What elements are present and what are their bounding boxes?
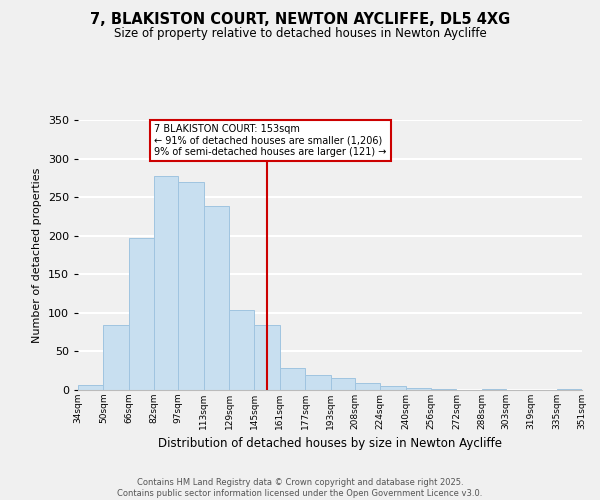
Bar [355,383,380,390]
X-axis label: Distribution of detached houses by size in Newton Aycliffe: Distribution of detached houses by size … [158,438,502,450]
Text: Contains HM Land Registry data © Crown copyright and database right 2025.
Contai: Contains HM Land Registry data © Crown c… [118,478,482,498]
Bar [331,378,355,390]
Bar [203,206,229,390]
Text: Size of property relative to detached houses in Newton Aycliffe: Size of property relative to detached ho… [113,28,487,40]
Bar [557,389,582,390]
Bar [280,368,305,390]
Bar [254,325,280,390]
Bar [78,386,103,390]
Bar [154,176,178,390]
Bar [178,182,203,390]
Bar [129,238,154,390]
Bar [380,386,406,390]
Bar [305,374,331,390]
Y-axis label: Number of detached properties: Number of detached properties [32,168,42,342]
Bar [103,325,129,390]
Text: 7 BLAKISTON COURT: 153sqm
← 91% of detached houses are smaller (1,206)
9% of sem: 7 BLAKISTON COURT: 153sqm ← 91% of detac… [154,124,386,157]
Text: 7, BLAKISTON COURT, NEWTON AYCLIFFE, DL5 4XG: 7, BLAKISTON COURT, NEWTON AYCLIFFE, DL5… [90,12,510,28]
Bar [229,310,254,390]
Bar [406,388,431,390]
Bar [482,389,506,390]
Bar [431,389,457,390]
